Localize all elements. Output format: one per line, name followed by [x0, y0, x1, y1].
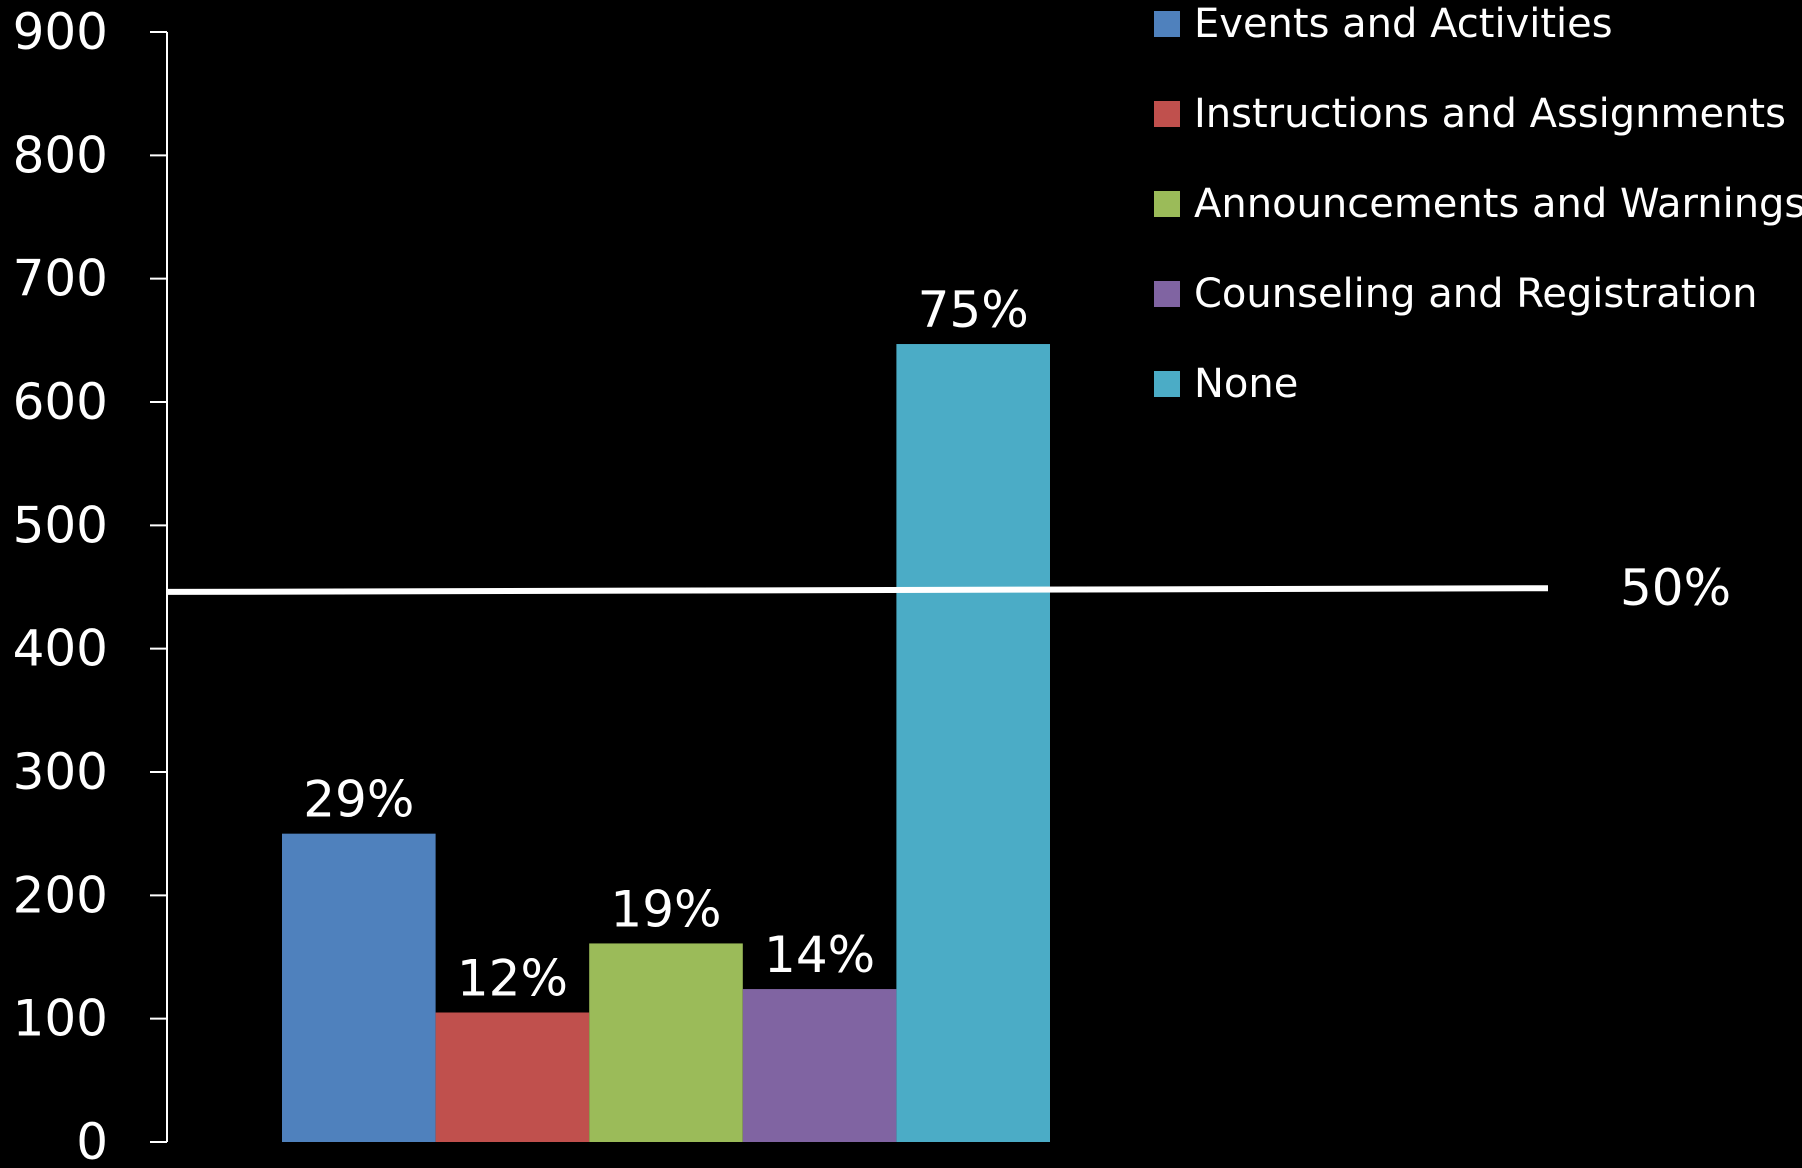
bar-data-label: 75% — [918, 281, 1029, 339]
y-tick-label: 400 — [13, 620, 108, 678]
bar-data-label: 12% — [457, 950, 568, 1008]
y-tick-label: 800 — [13, 126, 108, 184]
y-tick-label: 700 — [13, 250, 108, 308]
bar-data-label: 14% — [764, 926, 875, 984]
legend-label: Counseling and Registration — [1194, 271, 1757, 317]
legend-label: None — [1194, 361, 1298, 407]
y-tick-label: 200 — [13, 866, 108, 924]
legend-label: Instructions and Assignments — [1194, 91, 1786, 137]
bar-data-label: 19% — [610, 880, 721, 938]
bar — [742, 989, 897, 1142]
reference-line-group: 50% — [166, 559, 1731, 617]
y-tick-label: 0 — [76, 1113, 108, 1163]
y-tick-label: 300 — [13, 743, 108, 801]
y-tick-label: 500 — [13, 496, 108, 554]
reference-line — [166, 585, 1549, 595]
legend-swatch — [1154, 11, 1180, 37]
bar — [589, 943, 743, 1142]
bar — [896, 344, 1050, 1142]
legend-swatch — [1154, 191, 1180, 217]
y-tick-label: 600 — [13, 373, 108, 431]
bar-data-label: 29% — [303, 771, 414, 829]
y-axis: 0 100 200 300 400 500 600 700 800 900 — [13, 3, 168, 1168]
bar — [435, 1012, 590, 1142]
legend-label: Events and Activities — [1194, 1, 1613, 47]
bars: 29% 12% 19% 14% 75% — [282, 281, 1050, 1142]
bar — [282, 833, 436, 1142]
y-tick-label: 900 — [13, 3, 108, 61]
legend: Events and Activities Instructions and As… — [1154, 1, 1802, 407]
legend-swatch — [1154, 371, 1180, 397]
legend-swatch — [1154, 281, 1180, 307]
y-tick-label: 100 — [13, 990, 108, 1048]
reference-line-label: 50% — [1620, 559, 1731, 617]
legend-label: Announcements and Warnings — [1194, 181, 1802, 227]
legend-swatch — [1154, 101, 1180, 127]
